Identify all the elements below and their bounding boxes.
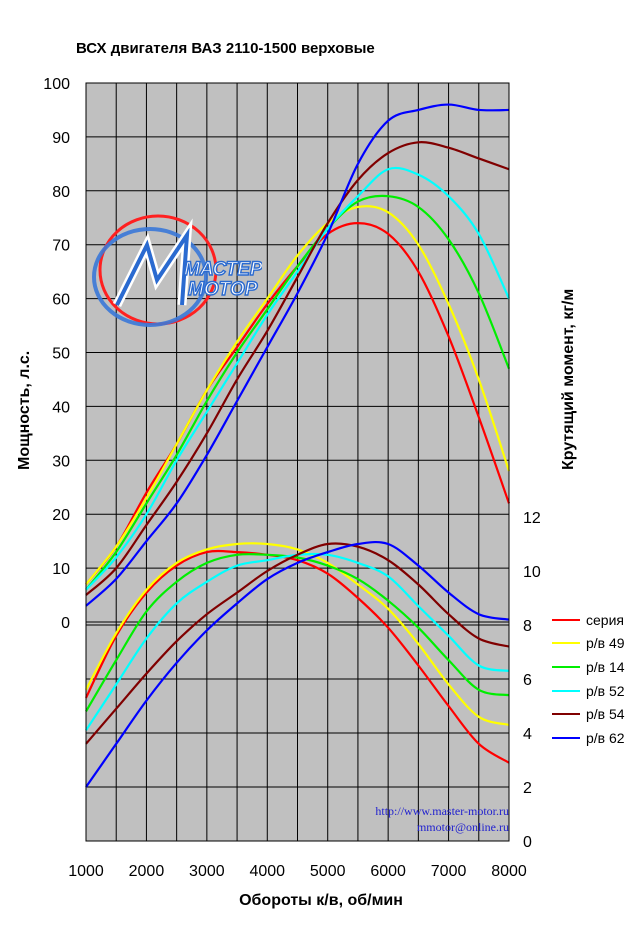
torque-series-group <box>85 540 510 788</box>
legend-item: р/в 54 <box>552 702 625 726</box>
x-axis-label: Обороты к/в, об/мин <box>239 892 403 909</box>
legend-item: р/в 14 <box>552 655 625 679</box>
torque-line <box>85 552 510 712</box>
legend-swatch <box>552 665 580 668</box>
y-left-tick-label: 40 <box>52 399 70 416</box>
y-left-tick-label: 30 <box>52 453 70 470</box>
x-tick-label: 8000 <box>491 863 527 880</box>
watermark-url: http://www.master-motor.ru <box>375 804 509 818</box>
y-right-tick-label: 6 <box>523 672 532 689</box>
y-left-tick-label: 20 <box>52 507 70 524</box>
watermark-email: mmotor@online.ru <box>416 820 509 834</box>
x-tick-label: 4000 <box>249 863 285 880</box>
legend-swatch <box>552 736 580 739</box>
power-line <box>85 194 511 591</box>
x-tick-labels: 1000 2000 3000 4000 5000 6000 7000 8000 <box>68 863 527 880</box>
power-line <box>85 166 510 591</box>
y-left-tick-label: 50 <box>52 346 70 363</box>
legend-label: р/в 49 <box>586 635 625 652</box>
plot-border <box>85 82 510 842</box>
power-line <box>85 141 510 596</box>
master-motor-logo: МАСТЕР МОТОР <box>92 214 262 327</box>
torque-line <box>85 542 510 726</box>
legend-item: р/в 52 <box>552 679 625 703</box>
y-right-tick-label: 0 <box>523 834 532 851</box>
y-left-tick-labels: 0 10 20 30 40 50 60 70 80 90 100 <box>43 76 70 632</box>
y-right-tick-labels: 0 2 4 6 8 10 12 <box>523 510 541 851</box>
y-left-tick-label: 80 <box>52 184 70 201</box>
legend-label: серия <box>586 611 624 628</box>
legend-item: серия <box>552 608 625 632</box>
chart-title: ВСХ двигателя ВАЗ 2110-1500 верховые <box>76 40 375 57</box>
legend-swatch <box>552 618 580 621</box>
legend-label: р/в 62 <box>586 729 625 746</box>
x-tick-label: 6000 <box>370 863 406 880</box>
y-right-tick-label: 8 <box>523 618 532 635</box>
x-tick-label: 7000 <box>431 863 467 880</box>
y-right-tick-label: 10 <box>523 564 541 581</box>
y-left-tick-label: 0 <box>61 615 70 632</box>
torque-line <box>85 542 510 745</box>
power-line <box>85 103 510 607</box>
x-tick-label: 5000 <box>310 863 346 880</box>
legend: серия р/в 49 р/в 14 р/в 52 р/в 54 р/в 62 <box>552 608 625 750</box>
torque-line <box>85 540 510 788</box>
y-left-tick-label: 90 <box>52 130 70 147</box>
y-right-tick-label: 2 <box>523 780 532 797</box>
x-tick-label: 2000 <box>129 863 165 880</box>
y-axis-left-label: Мощность, л.с. <box>16 350 33 470</box>
y-left-tick-label: 70 <box>52 238 70 255</box>
y-left-tick-label: 10 <box>52 561 70 578</box>
x-tick-label: 3000 <box>189 863 225 880</box>
legend-swatch <box>552 689 580 692</box>
legend-label: р/в 14 <box>586 658 625 675</box>
y-right-tick-label: 4 <box>523 726 532 743</box>
y-axis-right-label: Крутящий момент, кг/м <box>560 288 577 470</box>
power-series-group <box>85 103 511 607</box>
legend-item: р/в 62 <box>552 726 625 750</box>
legend-label: р/в 54 <box>586 706 625 723</box>
legend-swatch <box>552 642 580 645</box>
torque-line <box>85 549 510 764</box>
legend-swatch <box>552 713 580 716</box>
y-right-tick-label: 12 <box>523 510 541 527</box>
power-line <box>85 205 511 585</box>
y-left-tick-label: 100 <box>43 76 70 93</box>
y-left-tick-label: 60 <box>52 292 70 309</box>
logo-text-line2: МОТОР <box>188 279 258 300</box>
logo-text-line1: МАСТЕР <box>184 259 262 280</box>
legend-item: р/в 49 <box>552 632 625 656</box>
legend-label: р/в 52 <box>586 682 625 699</box>
x-tick-label: 1000 <box>68 863 104 880</box>
